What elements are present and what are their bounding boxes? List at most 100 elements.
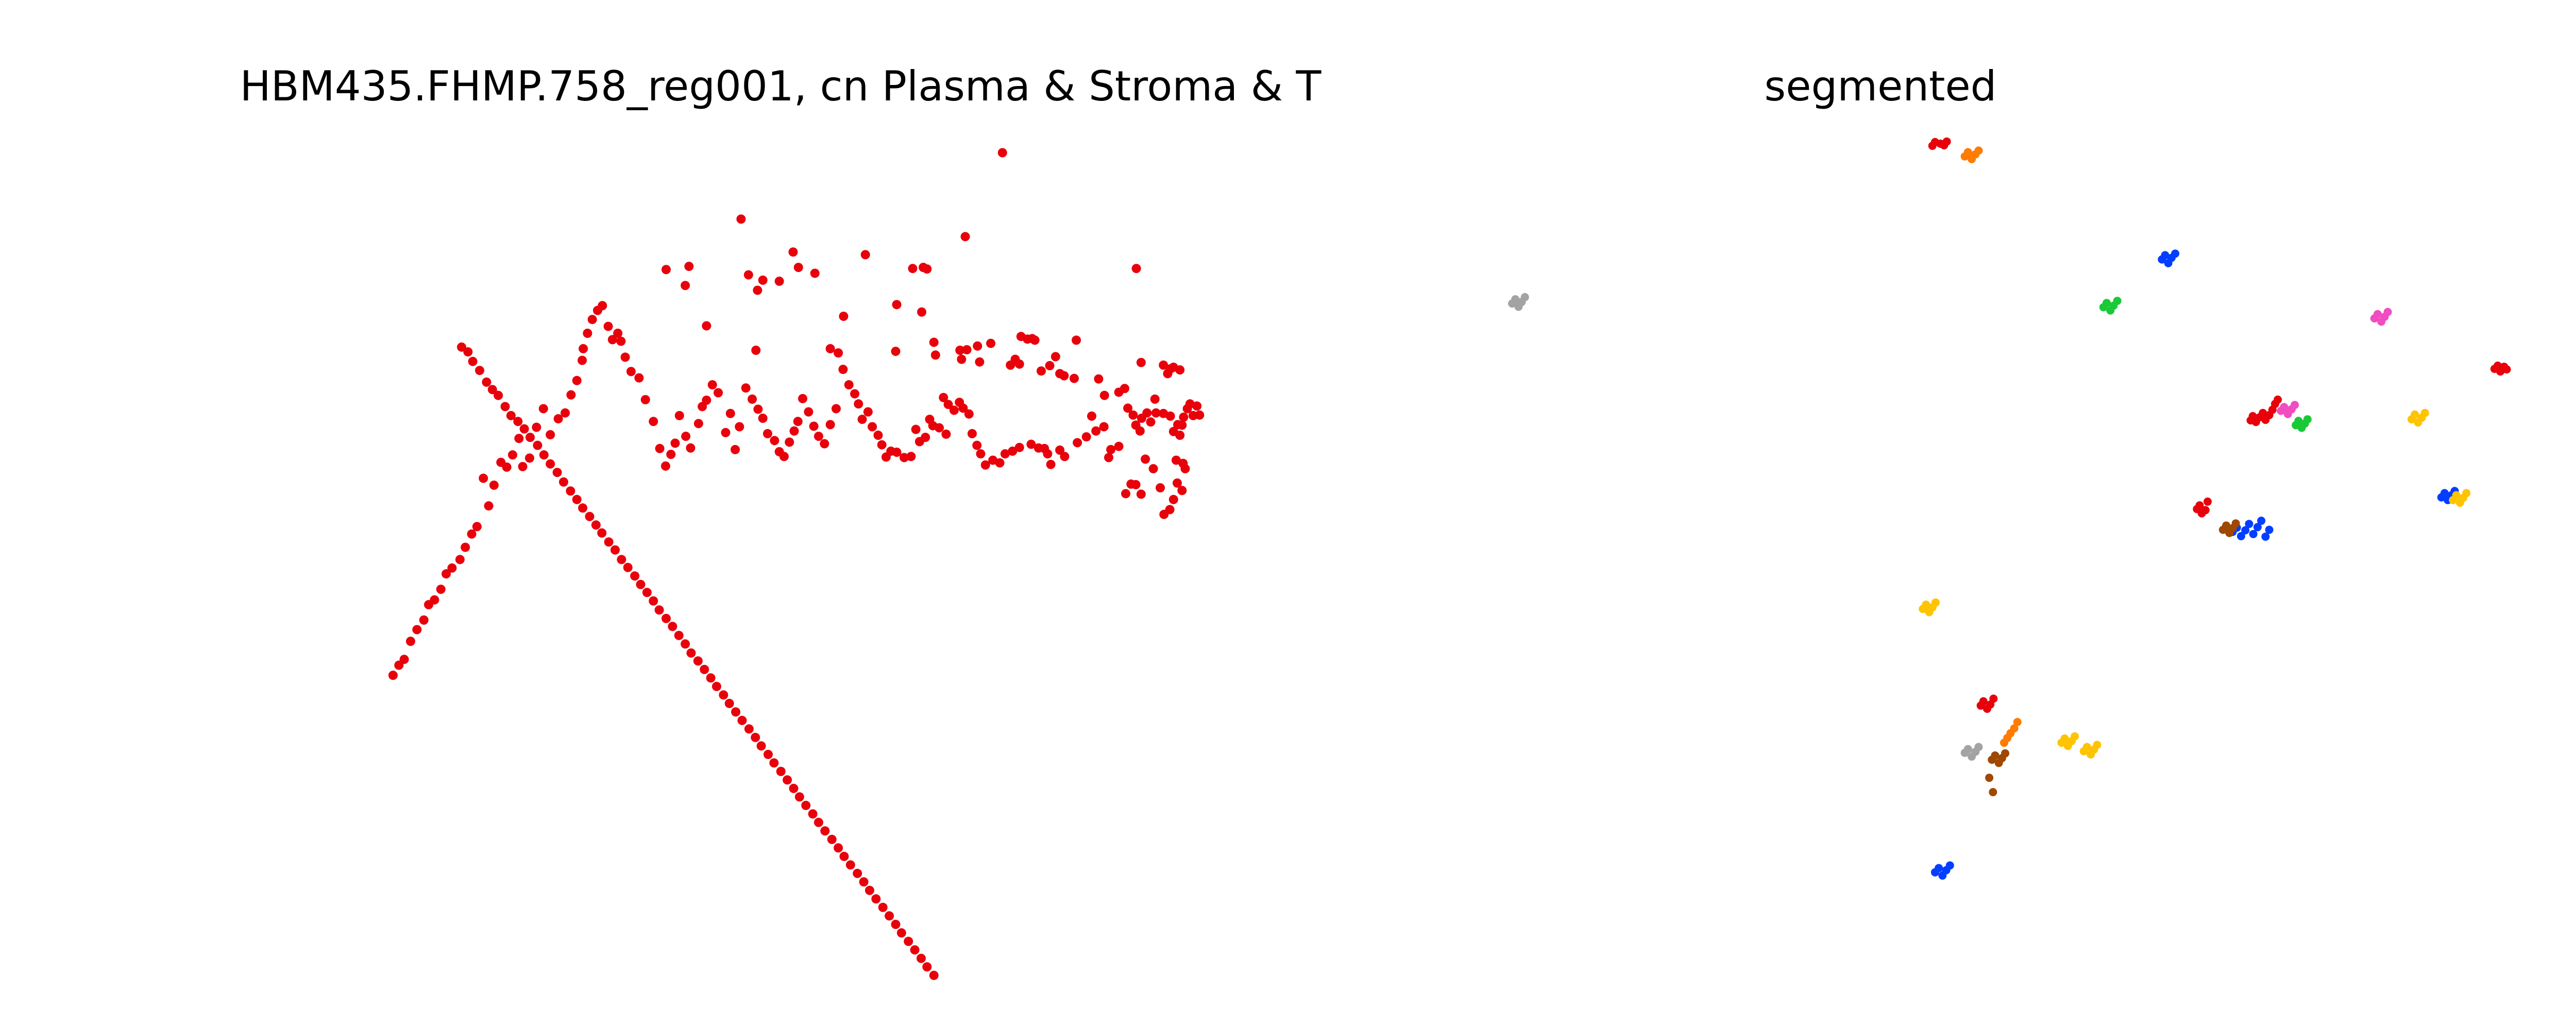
- scatter-point-p0-s0-241: [558, 477, 568, 487]
- scatter-point-p0-s0-293: [891, 919, 901, 929]
- scatter-point-p1-s8-1: [1511, 295, 1520, 304]
- scatter-point-p0-s0-55: [1099, 390, 1109, 400]
- scatter-point-p0-s0-122: [943, 400, 953, 409]
- scatter-point-p0-s0-141: [854, 399, 863, 409]
- scatter-point-p0-s0-109: [1014, 442, 1024, 452]
- scatter-point-p1-s7-11: [1989, 788, 1997, 797]
- scatter-point-p0-s0-171: [693, 419, 703, 428]
- scatter-point-p0-s0-158: [762, 429, 772, 439]
- scatter-point-p0-s0-96: [1104, 453, 1113, 462]
- scatter-point-p0-s0-24: [1136, 357, 1146, 367]
- scatter-point-p0-s0-248: [604, 537, 614, 547]
- scatter-point-p0-s0-83: [1177, 486, 1187, 495]
- scatter-point-p0-s0-240: [552, 468, 562, 477]
- scatter-point-p0-s0-260: [681, 639, 690, 649]
- scatter-point-p0-s0-245: [585, 511, 595, 521]
- scatter-point-p0-s0-77: [1192, 401, 1202, 411]
- scatter-point-p0-s0-243: [572, 494, 582, 504]
- scatter-point-p1-s5-6: [2452, 491, 2461, 500]
- scatter-point-p0-s0-173: [681, 432, 691, 441]
- scatter-point-p0-s0-117: [967, 429, 977, 439]
- scatter-point-p1-s3-16: [2440, 489, 2449, 497]
- scatter-point-p0-s0-257: [661, 613, 671, 623]
- scatter-point-p0-s0-88: [1148, 464, 1158, 474]
- scatter-point-p1-s0-23: [2201, 506, 2210, 514]
- scatter-point-p0-s0-47: [1014, 359, 1024, 369]
- scatter-point-p1-s4-6: [2280, 403, 2289, 411]
- scatter-point-p0-s0-179: [649, 417, 658, 426]
- scatter-point-p0-s0-36: [891, 347, 901, 356]
- scatter-point-p0-s0-121: [949, 405, 959, 415]
- scatter-point-p0-s0-66: [1151, 408, 1161, 418]
- scatter-point-p1-s3-8: [2241, 526, 2250, 535]
- scatter-point-p0-s0-215: [442, 569, 451, 579]
- scatter-point-p0-s0-190: [587, 315, 597, 324]
- scatter-point-p0-s0-287: [853, 868, 862, 878]
- scatter-point-p0-s0-152: [793, 417, 803, 426]
- scatter-point-p0-s0-34: [751, 346, 761, 355]
- scatter-point-p1-s2-6: [2294, 417, 2303, 425]
- right-panel: segmented: [1508, 62, 2511, 880]
- scatter-point-p0-s0-207: [489, 480, 499, 490]
- scatter-point-p1-s7-4: [2231, 519, 2240, 528]
- scatter-point-p0-s0-101: [1073, 438, 1082, 448]
- scatter-point-p0-s0-113: [988, 455, 998, 465]
- scatter-point-p0-s0-58: [1123, 403, 1133, 413]
- scatter-point-p1-s7-9: [2001, 749, 2010, 758]
- scatter-point-p1-s3-7: [2236, 532, 2245, 541]
- scatter-point-p1-s0-26: [1979, 697, 1988, 706]
- scatter-point-p0-s0-61: [1135, 426, 1145, 436]
- scatter-point-p0-s0-139: [863, 407, 873, 417]
- scatter-point-p0-s0-156: [774, 447, 784, 457]
- scatter-point-p0-s0-0: [997, 148, 1007, 158]
- scatter-point-p0-s0-206: [496, 457, 506, 467]
- scatter-point-p0-s0-294: [896, 928, 906, 938]
- scatter-point-p0-s0-225: [456, 342, 466, 352]
- scatter-point-p1-s5-11: [1922, 600, 1930, 609]
- scatter-point-p0-s0-278: [794, 792, 804, 802]
- scatter-point-p0-s0-157: [770, 436, 779, 445]
- scatter-point-p0-s0-162: [741, 383, 751, 393]
- scatter-point-p0-s0-131: [906, 452, 916, 461]
- scatter-point-p0-s0-244: [578, 503, 588, 513]
- scatter-point-p0-s0-250: [617, 555, 626, 564]
- scatter-point-p0-s0-237: [533, 440, 543, 450]
- scatter-point-p0-s0-129: [914, 437, 924, 447]
- scatter-point-p1-s3-9: [2245, 520, 2253, 528]
- scatter-point-p1-s0-19: [2502, 365, 2511, 374]
- scatter-point-p0-s0-199: [538, 404, 548, 414]
- scatter-point-p0-s0-30: [892, 300, 902, 310]
- scatter-point-p0-s0-201: [524, 453, 534, 463]
- scatter-point-p0-s0-39: [955, 346, 965, 355]
- scatter-point-p0-s0-118: [964, 409, 974, 419]
- scatter-point-p0-s0-79: [1171, 455, 1181, 465]
- scatter-point-p0-s0-9: [743, 270, 753, 280]
- scatter-point-p0-s0-181: [634, 373, 644, 383]
- scatter-point-p0-s0-143: [844, 380, 854, 390]
- scatter-point-p1-s0-14: [2274, 396, 2282, 404]
- scatter-point-p0-s0-200: [532, 422, 541, 432]
- scatter-point-p0-s0-148: [814, 432, 823, 441]
- scatter-point-p0-s0-40: [957, 354, 967, 364]
- scatter-point-p0-s0-41: [962, 345, 972, 355]
- scatter-point-p0-s0-299: [929, 970, 939, 980]
- scatter-point-p0-s0-213: [455, 555, 465, 564]
- scatter-point-p0-s0-97: [1099, 422, 1109, 432]
- scatter-point-p0-s0-17: [922, 264, 932, 274]
- scatter-point-p1-s3-12: [2257, 517, 2266, 525]
- scatter-point-p0-s0-3: [1131, 264, 1141, 273]
- scatter-point-p0-s0-277: [789, 783, 799, 793]
- scatter-point-p0-s0-145: [831, 404, 841, 414]
- scatter-point-p0-s0-44: [986, 338, 996, 348]
- scatter-point-p0-s0-210: [472, 522, 482, 531]
- scatter-point-p0-s0-111: [1000, 449, 1010, 459]
- scatter-point-p0-s0-84: [1168, 494, 1178, 504]
- scatter-point-p0-s0-249: [610, 545, 620, 555]
- scatter-point-p0-s0-59: [1128, 410, 1138, 420]
- scatter-point-p1-s3-10: [2249, 529, 2258, 538]
- scatter-point-p1-s0-9: [2259, 408, 2267, 417]
- scatter-point-p0-s0-2: [960, 232, 970, 242]
- scatter-point-p0-s0-49: [1045, 361, 1055, 371]
- scatter-point-p0-s0-13: [793, 263, 803, 272]
